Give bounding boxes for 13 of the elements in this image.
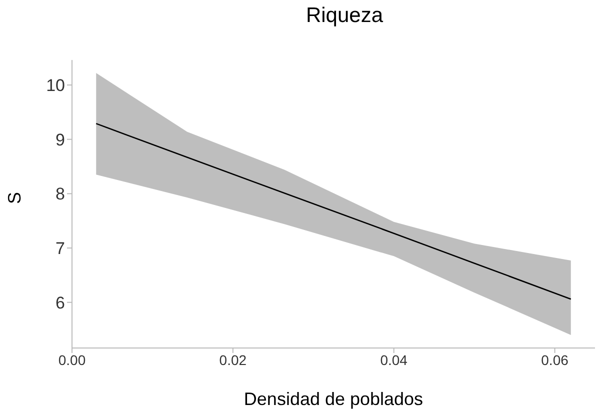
y-axis-title: S bbox=[4, 192, 24, 204]
line-series bbox=[95, 122, 572, 300]
x-axis-title: Densidad de poblados bbox=[244, 389, 424, 409]
y-tick-label: 6 bbox=[56, 293, 65, 312]
y-tick-label: 10 bbox=[46, 76, 65, 96]
y-tick-label: 7 bbox=[56, 239, 65, 258]
x-tick-label: 0.00 bbox=[58, 352, 86, 368]
x-tick-label: 0.06 bbox=[541, 352, 569, 368]
y-tick-label: 9 bbox=[56, 130, 65, 150]
chart-title: Riqueza bbox=[304, 4, 384, 28]
x-tick-label: 0.02 bbox=[219, 352, 247, 368]
x-tick-label: 0.04 bbox=[380, 352, 408, 368]
y-tick-label: 8 bbox=[56, 184, 65, 204]
